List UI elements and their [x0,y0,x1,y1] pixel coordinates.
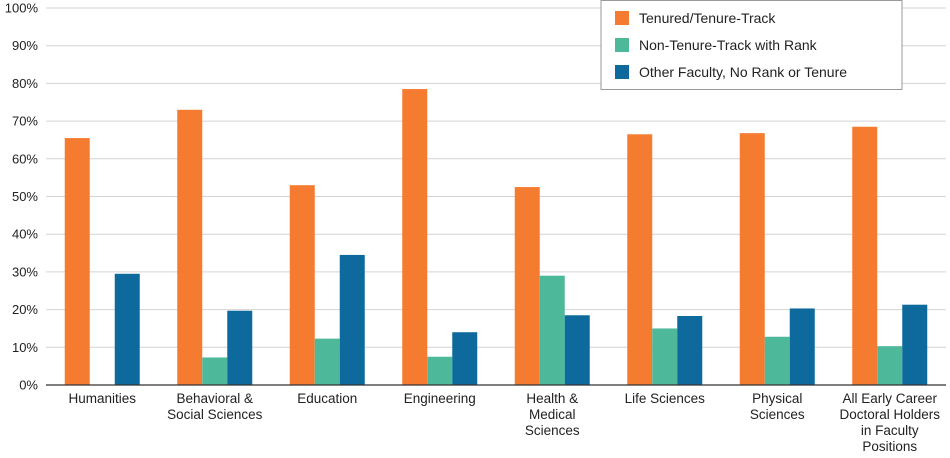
legend-entry: Non-Tenure-Track with Rank [639,37,818,53]
bar-non-tenure-track-with-rank [314,338,340,385]
legend: Tenured/Tenure-Track Non-Tenure-Track wit… [600,0,903,90]
y-tick-label: 0% [19,378,38,393]
bar-tenured-tenure-track [739,133,765,385]
y-tick-label: 90% [12,38,38,53]
x-category-label: Health & Medical Sciences [525,391,580,438]
x-category-label: All Early Career Doctoral Holders in Facul… [839,391,940,454]
bar-non-tenure-track-with-rank [427,356,453,385]
y-tick-label: 20% [12,302,38,317]
legend-swatch [615,11,629,25]
bar-other-faculty-no-rank-or-tenure [677,316,703,385]
y-tick-label: 40% [12,227,38,242]
bar-non-tenure-track-with-rank [877,346,903,385]
x-category-label: Physical Sciences [750,391,805,422]
x-category-label: Life Sciences [625,391,706,406]
y-tick-label: 10% [12,340,38,355]
y-axis-tick-labels: 0% 10% 20% 30% 40% 50% 60% 70% 80% 90% 100% [5,1,39,393]
bar-non-tenure-track-with-rank [652,328,678,385]
bar-tenured-tenure-track [627,134,653,385]
y-tick-label: 50% [12,189,38,204]
y-tick-label: 100% [5,1,39,16]
bar-tenured-tenure-track [852,126,878,385]
legend-swatch [615,38,629,52]
y-tick-label: 60% [12,151,38,166]
legend-box [600,0,903,90]
bar-tenured-tenure-track [289,185,315,385]
legend-entry: Other Faculty, No Rank or Tenure [639,64,847,80]
y-tick-label: 70% [12,114,38,129]
bar-tenured-tenure-track [402,89,428,386]
bar-other-faculty-no-rank-or-tenure [339,254,365,385]
bar-non-tenure-track-with-rank [202,357,228,385]
x-category-label: Education [297,391,357,406]
x-axis-category-labels: Humanities Behavioral & Social Sciences Edu… [68,391,940,454]
y-tick-label: 30% [12,264,38,279]
legend-entry: Tenured/Tenure-Track [639,10,776,26]
bar-tenured-tenure-track [514,187,540,385]
bar-other-faculty-no-rank-or-tenure [789,308,815,385]
x-category-label: Humanities [68,391,136,406]
bar-tenured-tenure-track [177,109,203,385]
bar-other-faculty-no-rank-or-tenure [902,304,928,385]
bar-non-tenure-track-with-rank [764,336,790,385]
bar-other-faculty-no-rank-or-tenure [227,310,253,385]
bar-tenured-tenure-track [64,138,90,385]
bar-other-faculty-no-rank-or-tenure [564,315,590,385]
bar-other-faculty-no-rank-or-tenure [114,273,140,385]
legend-swatch [615,65,629,79]
bar-non-tenure-track-with-rank [539,275,565,385]
y-tick-label: 80% [12,76,38,91]
bar-other-faculty-no-rank-or-tenure [452,332,478,385]
x-category-label: Engineering [404,391,476,406]
x-category-label: Behavioral & Social Sciences [167,391,263,422]
bars [64,89,928,386]
